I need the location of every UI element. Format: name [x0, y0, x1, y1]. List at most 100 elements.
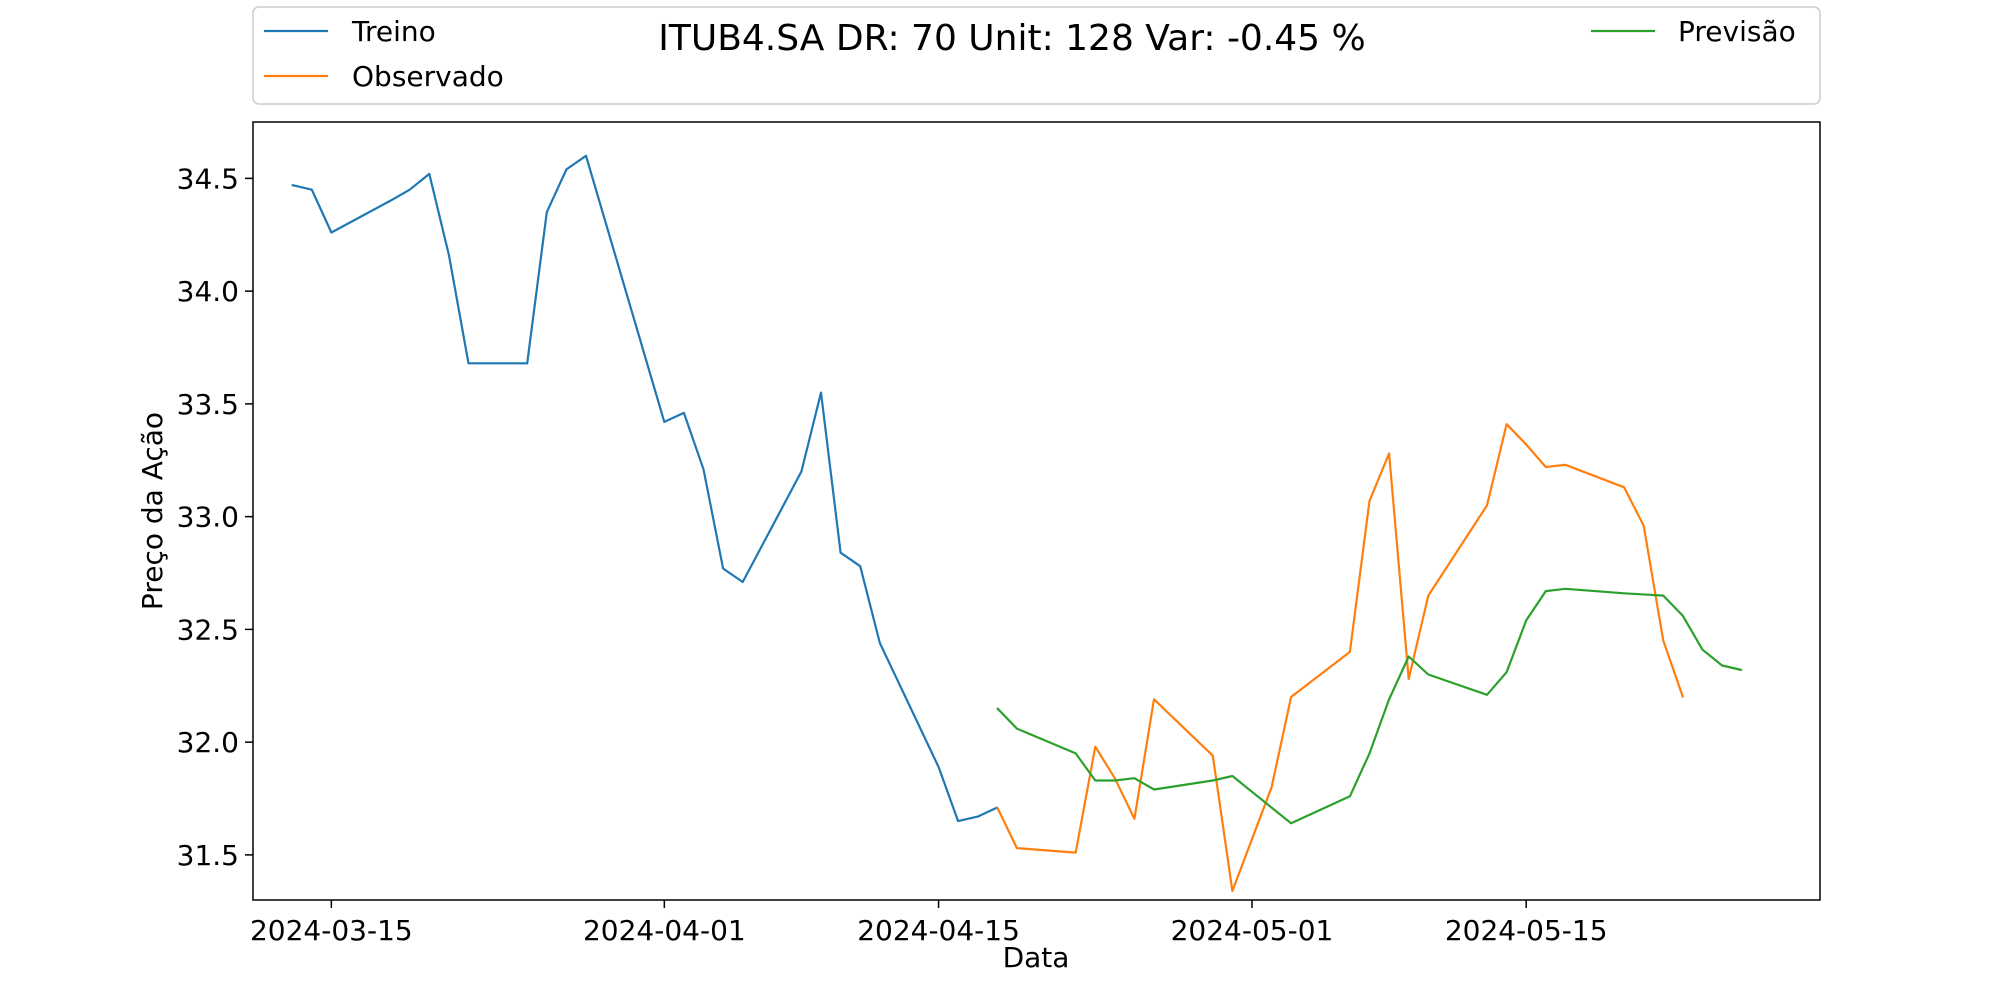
x-axis-ticks: 2024-03-15 2024-04-01 2024-04-15 2024-05-01… — [250, 900, 1608, 947]
y-tick-label: 32.5 — [177, 613, 239, 646]
data-point — [1290, 822, 1292, 825]
data-point — [1114, 779, 1116, 782]
data-point — [291, 184, 294, 186]
data-point — [1016, 727, 1018, 730]
legend-label-observado: Observado — [352, 60, 504, 93]
data-point — [1682, 696, 1684, 698]
data-point — [1270, 786, 1273, 788]
data-point — [565, 168, 568, 171]
legend-label-previsao: Previsão — [1678, 15, 1796, 48]
data-point — [996, 707, 999, 710]
data-point — [1525, 619, 1527, 622]
data-point — [448, 254, 450, 256]
data-point — [937, 766, 940, 768]
data-point — [1368, 500, 1371, 502]
data-point — [702, 468, 705, 471]
series-layer — [291, 154, 1743, 893]
data-point — [1074, 851, 1077, 854]
data-point — [820, 391, 822, 394]
y-tick-label: 34.5 — [177, 162, 239, 195]
data-point — [1407, 678, 1410, 680]
data-point — [546, 211, 548, 213]
data-point — [1545, 590, 1547, 592]
data-point — [1545, 466, 1547, 468]
data-point — [1133, 777, 1136, 779]
data-point — [1212, 754, 1214, 757]
data-point — [1505, 423, 1508, 426]
y-axis-ticks: 31.5 32.0 32.5 33.0 33.5 34.0 34.5 — [177, 162, 253, 872]
y-tick-label: 33.5 — [177, 388, 239, 421]
data-point — [722, 567, 724, 570]
series-line-treino — [291, 154, 998, 823]
data-point — [996, 806, 999, 809]
data-point — [1427, 594, 1430, 597]
data-point — [1642, 524, 1645, 527]
data-point — [428, 173, 431, 175]
data-point — [1094, 779, 1097, 782]
legend-box — [252, 6, 1821, 105]
data-point — [1074, 752, 1077, 755]
data-point — [1153, 788, 1155, 791]
data-point — [585, 155, 587, 157]
data-point — [741, 581, 744, 583]
x-tick-label: 2024-04-01 — [583, 914, 746, 947]
data-point — [1486, 504, 1488, 507]
y-tick-label: 32.0 — [177, 726, 239, 759]
data-point — [1701, 648, 1704, 651]
data-point — [1388, 452, 1390, 455]
data-point — [1623, 592, 1625, 595]
data-point — [1564, 588, 1567, 590]
x-tick-label: 2024-04-15 — [857, 914, 1020, 947]
data-point — [1094, 745, 1097, 748]
data-point — [1212, 779, 1214, 782]
data-point — [1721, 664, 1723, 667]
data-point — [859, 565, 861, 567]
y-tick-label: 31.5 — [177, 839, 239, 872]
data-point — [839, 551, 842, 554]
data-point — [311, 188, 313, 191]
data-point — [1564, 464, 1567, 466]
data-point — [1407, 655, 1410, 658]
data-point — [976, 815, 979, 818]
series-line-previs-o — [996, 587, 1742, 825]
data-point — [1682, 615, 1684, 617]
data-point — [683, 412, 685, 414]
x-tick-label: 2024-03-15 — [250, 914, 413, 947]
data-point — [1740, 669, 1743, 671]
data-point — [663, 421, 666, 423]
data-point — [330, 231, 333, 234]
data-point — [1231, 775, 1234, 777]
data-point — [1388, 698, 1390, 701]
data-point — [1290, 696, 1292, 698]
data-point — [1662, 639, 1665, 642]
y-tick-label: 33.0 — [177, 501, 239, 534]
data-point — [1114, 777, 1116, 779]
data-point — [1349, 651, 1351, 653]
data-point — [1368, 752, 1371, 755]
data-point — [1349, 795, 1351, 798]
data-point — [1505, 671, 1508, 673]
y-axis-label: Preço da Ação — [136, 412, 169, 610]
data-point — [1662, 594, 1665, 597]
data-point — [389, 200, 391, 202]
x-tick-label: 2024-05-15 — [1445, 914, 1608, 947]
data-point — [1623, 486, 1625, 489]
data-point — [1153, 698, 1155, 701]
data-point — [1133, 818, 1136, 820]
data-point — [1427, 673, 1430, 676]
data-point — [1525, 443, 1527, 446]
data-point — [1486, 694, 1488, 696]
data-point — [467, 362, 470, 365]
legend-label-treino: Treino — [351, 15, 436, 48]
data-point — [957, 820, 959, 822]
data-point — [1231, 890, 1234, 892]
data-point — [879, 642, 881, 644]
x-axis-label: Data — [1003, 941, 1070, 974]
data-point — [1016, 847, 1018, 849]
y-tick-label: 34.0 — [177, 275, 239, 308]
data-point — [800, 470, 803, 473]
x-tick-label: 2024-05-01 — [1171, 914, 1334, 947]
data-point — [408, 188, 411, 191]
data-point — [526, 362, 528, 365]
